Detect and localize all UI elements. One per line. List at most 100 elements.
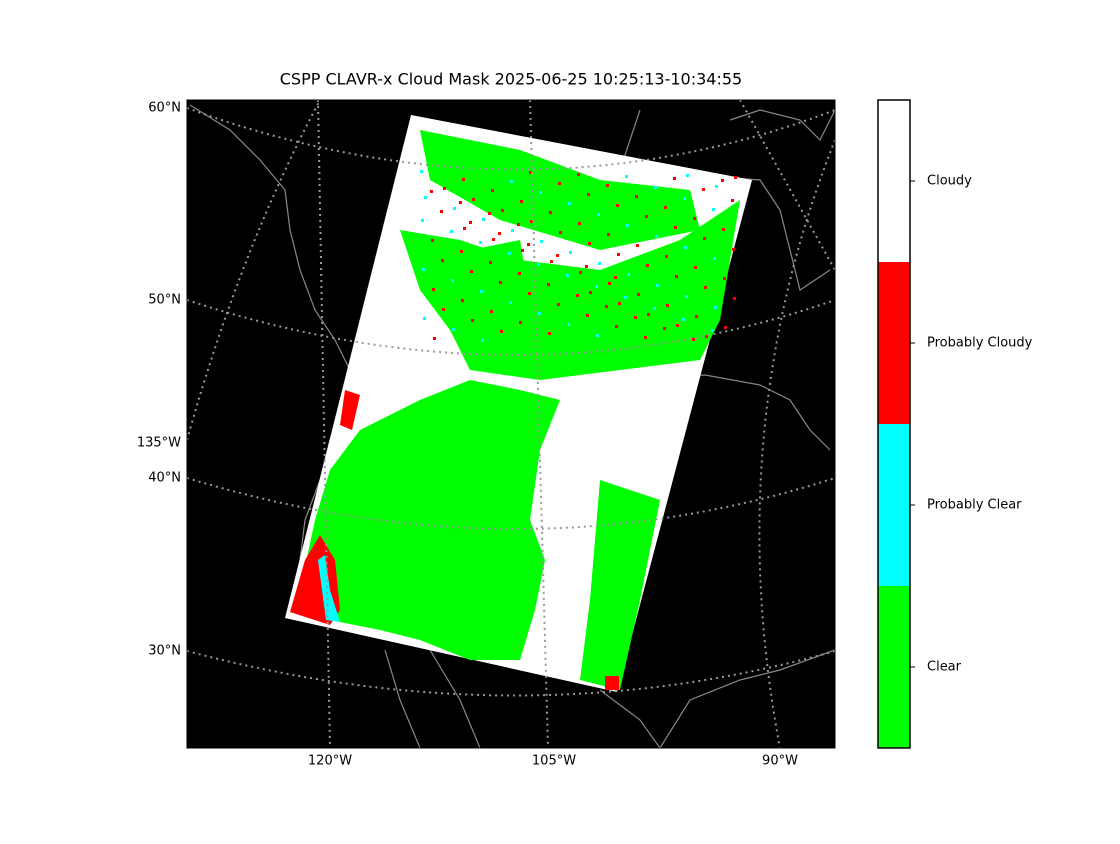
mask-pixel [459,201,462,204]
mask-pixel [500,330,503,333]
lat-label: 30°N [148,644,181,659]
mask-pixel [585,265,588,268]
mask-pixel [498,232,501,235]
graticule-line [739,100,835,271]
mask-pixel [634,316,637,319]
mask-pixel [655,235,658,238]
colorbar-segment [878,262,910,424]
mask-pixel [588,242,591,245]
colorbar-frame [877,99,911,749]
mask-pixel [596,334,599,337]
mask-pixel [608,282,611,285]
graticule-line [187,477,835,530]
mask-pixel [674,226,677,229]
mask-pixel [509,301,512,304]
mask-pixel [441,259,444,262]
mask-pixel [734,176,737,179]
lon-label: 90°W [762,754,798,769]
mask-pixel [518,272,521,275]
mask-pixel [616,204,619,207]
mask-pixel [685,295,688,298]
graticule [187,100,835,748]
mask-pixel [733,297,736,300]
mask-pixel [422,268,425,271]
mask-pixel [683,197,686,200]
mask-pixel [472,198,475,201]
mask-pixel [625,175,628,178]
lat-label: 60°N [148,101,181,116]
mask-pixel [624,296,627,299]
mask-pixel [626,224,629,227]
mask-pixel [489,261,492,264]
mask-pixel [547,283,550,286]
mask-pixel [491,189,494,192]
mask-pixel [538,312,541,315]
mask-pixel [654,186,657,189]
mask-pixel [589,291,592,294]
mask-pixel [568,202,571,205]
mask-pixel [508,252,511,255]
mask-pixel [663,327,666,330]
mask-pixel [673,177,676,180]
clear-region [300,380,560,660]
mask-pixel [686,174,689,177]
clear-region [580,480,660,690]
mask-pixel [521,249,524,252]
mask-pixel [694,266,697,269]
mask-pixel [529,171,532,174]
clear-region [470,240,530,310]
mask-pixel [442,308,445,311]
mask-pixel [618,302,621,305]
mask-pixel [481,339,484,342]
mask-pixel [704,286,707,289]
mask-pixel [732,248,735,251]
mask-pixel [433,337,436,340]
cloud-mask [290,130,740,690]
mask-pixel [653,307,656,310]
mask-pixel [692,338,695,341]
mask-pixel [723,277,726,280]
mask-pixel [637,293,640,296]
mask-pixel [646,264,649,267]
mask-pixel [430,190,433,193]
mask-pixel [724,326,727,329]
mask-pixel [695,315,698,318]
mask-pixel [482,218,485,221]
mask-pixel [715,185,718,188]
coastline [729,109,835,142]
mask-pixel [614,276,617,279]
mask-pixel [463,227,466,230]
mask-pixel [664,206,667,209]
mask-pixel [452,328,455,331]
mask-pixel [703,237,706,240]
mask-pixel [712,208,715,211]
mask-pixel [702,188,705,191]
mask-pixel [520,200,523,203]
mask-pixel [713,257,716,260]
mask-pixel [615,325,618,328]
mask-pixel [576,294,579,297]
mask-pixel [559,231,562,234]
mask-pixel [519,321,522,324]
mask-pixel [517,223,520,226]
mask-pixel [510,180,513,183]
coastline [384,649,835,748]
mask-pixel [684,246,687,249]
lat-label: 50°N [148,293,181,308]
mask-pixel [431,239,434,242]
mask-pixel [682,318,685,321]
mask-pixel [587,193,590,196]
mask-pixel [627,273,630,276]
mask-pixel [424,196,427,199]
mask-pixel [453,207,456,210]
colorbar-label: Probably Clear [927,498,1022,513]
mask-pixel [731,199,734,202]
probably-cloudy-region [605,676,619,690]
mask-pixel [636,244,639,247]
mask-pixel [527,243,530,246]
mask-pixel [490,310,493,313]
mask-pixel [558,182,561,185]
mask-pixel [605,305,608,308]
map-frame [186,99,836,749]
mask-pixel [470,270,473,273]
